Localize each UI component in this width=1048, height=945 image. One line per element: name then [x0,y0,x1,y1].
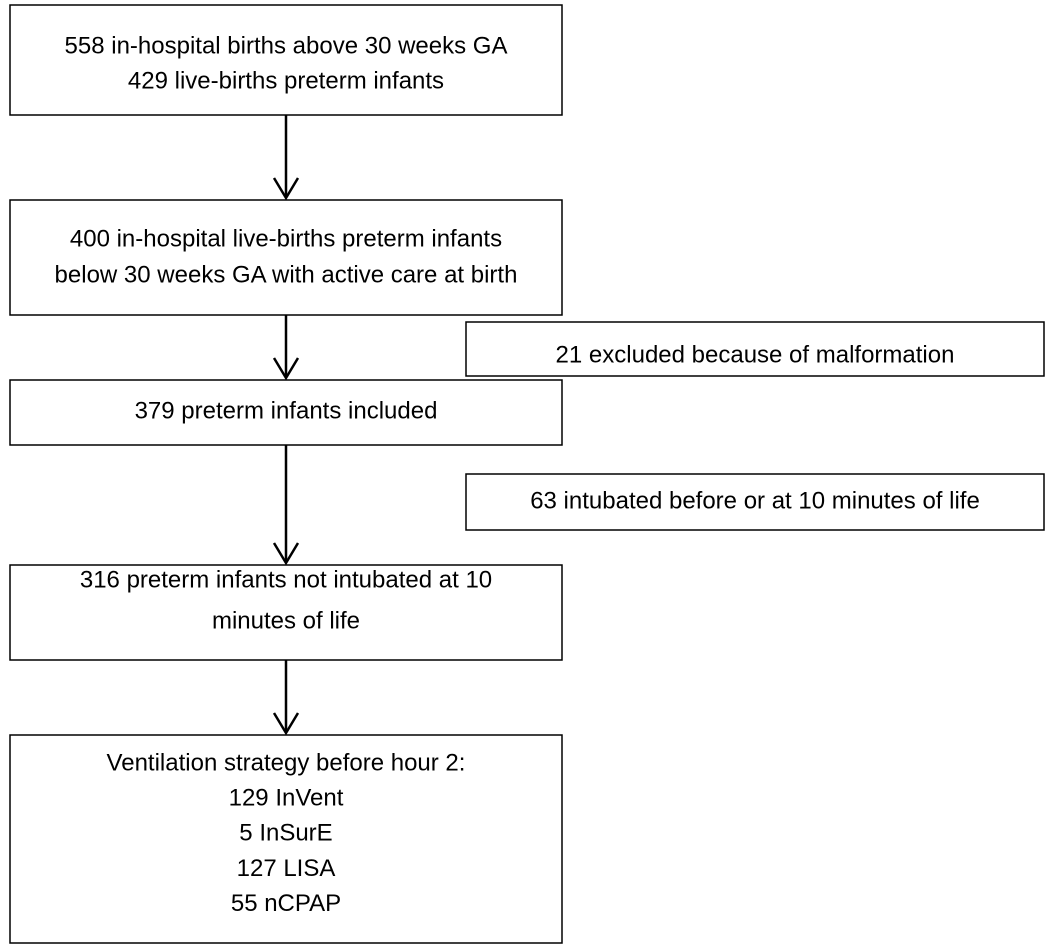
box-text: 127 LISA [237,855,336,882]
step-box [9,4,563,116]
box-text: below 30 weeks GA with active care at bi… [55,261,518,288]
exclusion-box [465,473,1045,531]
arrow-head [272,542,300,566]
exclusion-box [465,321,1045,377]
box-text: 316 preterm infants not intubated at 10 [80,566,492,593]
arrow-head [272,357,300,381]
box-text: minutes of life [212,607,360,634]
box-text: 63 intubated before or at 10 minutes of … [530,487,980,514]
box-text: 5 InSurE [239,820,332,847]
box-text: 21 excluded because of malformation [556,341,955,368]
step-box [9,199,563,316]
box-text: 558 in-hospital births above 30 weeks GA [65,32,508,59]
box-text: 429 live-births preterm infants [128,67,444,94]
box-text: 129 InVent [229,785,344,812]
box-text: 379 preterm infants included [135,397,438,424]
step-box [9,564,563,661]
arrow-head [272,177,300,201]
box-text: 55 nCPAP [231,890,341,917]
box-text: 400 in-hospital live-births preterm infa… [70,225,502,252]
step-box [9,379,563,446]
box-text: Ventilation strategy before hour 2: [107,749,466,776]
arrow-head [272,712,300,736]
